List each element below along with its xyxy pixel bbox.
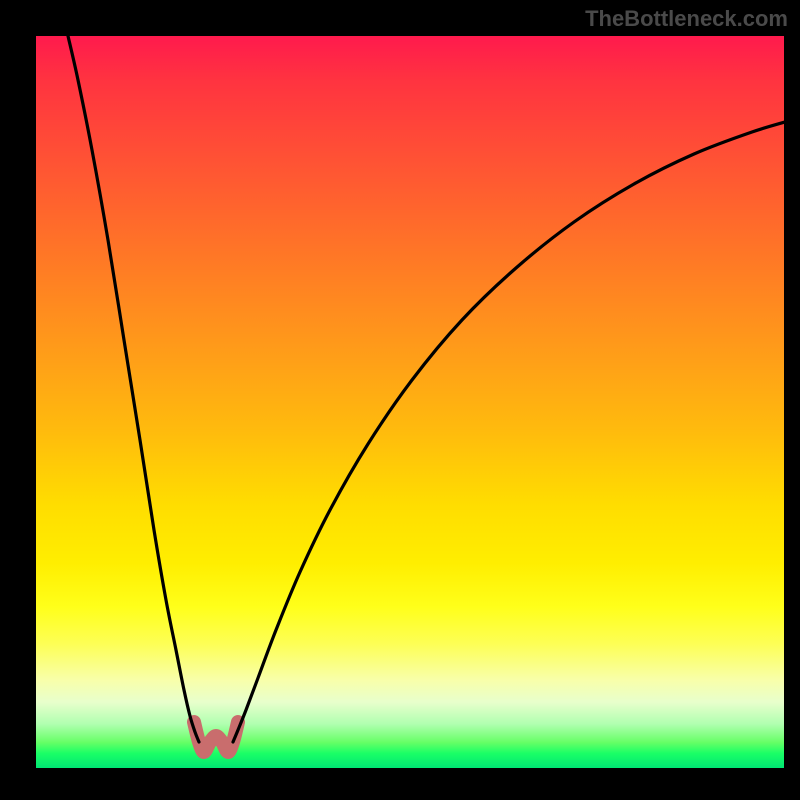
plot-right-border: [784, 36, 792, 768]
plot-gradient-area: [36, 36, 792, 768]
watermark-text: TheBottleneck.com: [585, 6, 788, 32]
